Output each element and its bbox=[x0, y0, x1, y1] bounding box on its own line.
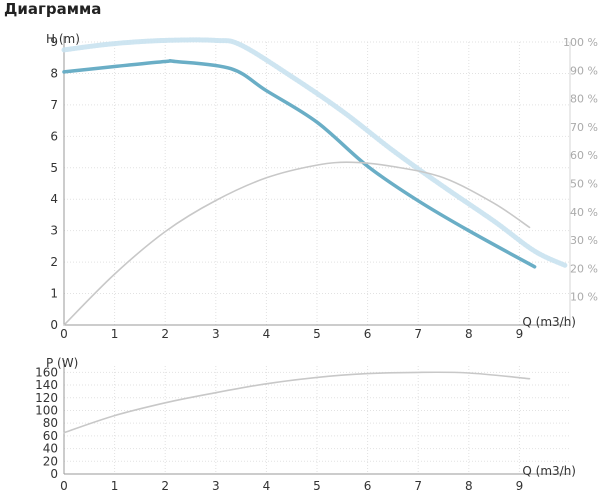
head-y2-tick-label: 40 % bbox=[570, 206, 598, 219]
head-y2-tick-label: 30 % bbox=[570, 234, 598, 247]
head-y-tick-label: 9 bbox=[50, 35, 58, 49]
head-y2-tick-label: 60 % bbox=[570, 149, 598, 162]
power-x-tick-label: 7 bbox=[414, 479, 422, 493]
head-y2-tick-label: 70 % bbox=[570, 121, 598, 134]
head-y-tick-label: 4 bbox=[50, 192, 58, 206]
power-series-0 bbox=[63, 371, 531, 434]
head-x-tick-label: 3 bbox=[212, 327, 220, 340]
head-x-tick-label: 0 bbox=[60, 327, 68, 340]
head-x-tick-label: 9 bbox=[516, 327, 524, 340]
power-y-tick-label: 120 bbox=[35, 391, 58, 405]
head-y-tick-label: 3 bbox=[50, 224, 58, 238]
power-x-tick-label: 5 bbox=[313, 479, 321, 493]
power-x-tick-label: 3 bbox=[212, 479, 220, 493]
power-x-tick-label: 6 bbox=[364, 479, 372, 493]
power-y-tick-label: 40 bbox=[43, 442, 58, 456]
head-y-tick-label: 0 bbox=[50, 318, 58, 332]
power-y-tick-label: 80 bbox=[43, 416, 58, 430]
power-y-tick-label: 160 bbox=[35, 365, 58, 379]
power-x-tick-label: 1 bbox=[111, 479, 119, 493]
power-x-tick-label: 2 bbox=[161, 479, 169, 493]
power-x-tick-label: 0 bbox=[60, 479, 68, 493]
head-y-tick-label: 5 bbox=[50, 161, 58, 175]
head-y2-tick-label: 100 % bbox=[563, 36, 598, 49]
power-y-tick-label: 0 bbox=[50, 467, 58, 481]
power-y-tick-label: 20 bbox=[43, 454, 58, 468]
head-x-tick-label: 6 bbox=[364, 327, 372, 340]
head-y2-tick-label: 80 % bbox=[570, 93, 598, 106]
head-x-axis-label: Q (m3/h) bbox=[522, 315, 576, 329]
head-series-2 bbox=[63, 161, 531, 326]
head-x-tick-label: 8 bbox=[465, 327, 473, 340]
power-x-axis-label: Q (m3/h) bbox=[522, 464, 576, 478]
power-y-tick-label: 60 bbox=[43, 429, 58, 443]
head-x-tick-label: 2 bbox=[161, 327, 169, 340]
power-y-axis-label: P (W) bbox=[46, 356, 78, 370]
power-y-tick-label: 140 bbox=[35, 378, 58, 392]
head-series-head bbox=[62, 59, 537, 269]
head-y-tick-label: 6 bbox=[50, 129, 58, 143]
head-y-tick-label: 1 bbox=[50, 287, 58, 301]
head-y-axis-label: H (m) bbox=[46, 32, 80, 46]
power-x-tick-label: 9 bbox=[516, 479, 524, 493]
head-y2-tick-label: 90 % bbox=[570, 64, 598, 77]
power-x-tick-label: 4 bbox=[263, 479, 271, 493]
power-y-tick-label: 100 bbox=[35, 403, 58, 417]
head-x-tick-label: 4 bbox=[263, 327, 271, 340]
head-y-tick-label: 7 bbox=[50, 98, 58, 112]
power-x-tick-label: 8 bbox=[465, 479, 473, 493]
head-y2-tick-label: 20 % bbox=[570, 262, 598, 275]
head-x-tick-label: 5 bbox=[313, 327, 321, 340]
head-series-band bbox=[61, 37, 568, 268]
head-y-tick-label: 2 bbox=[50, 255, 58, 269]
head-y2-tick-label: 10 % bbox=[570, 291, 598, 304]
head-y-tick-label: 8 bbox=[50, 66, 58, 80]
head-chart: 0 1 2 3 4 5 6 7 8 9 0 1 2 3 4 5 6 7 8 9 10 % 20 % 30 % 40 % 50 %… bbox=[46, 32, 598, 340]
head-x-tick-label: 1 bbox=[111, 327, 119, 340]
head-x-tick-label: 7 bbox=[414, 327, 422, 340]
head-y2-tick-label: 50 % bbox=[570, 178, 598, 191]
page-title: Диаграмма bbox=[4, 0, 102, 18]
